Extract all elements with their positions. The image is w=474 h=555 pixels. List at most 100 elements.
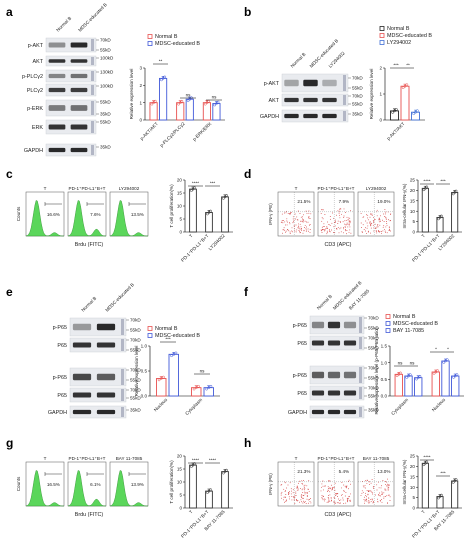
flow-event-dot bbox=[338, 211, 340, 213]
flow-event-dot bbox=[342, 221, 344, 223]
flow-event-dot bbox=[361, 492, 363, 494]
data-point bbox=[391, 111, 394, 114]
flow-event-dot bbox=[326, 233, 328, 235]
flow-event-dot bbox=[304, 224, 306, 226]
flow-event-dot bbox=[381, 232, 383, 234]
sig-label: **** bbox=[423, 455, 430, 460]
flow-event-dot bbox=[388, 227, 390, 229]
flow-event-dot bbox=[281, 491, 283, 493]
blot-ladder bbox=[359, 317, 362, 333]
legend-swatch bbox=[147, 333, 153, 338]
flow-event-dot bbox=[365, 220, 367, 222]
data-point bbox=[160, 78, 163, 82]
data-point bbox=[172, 352, 176, 356]
flow-event-dot bbox=[287, 221, 289, 223]
flow-event-dot bbox=[324, 498, 326, 500]
chart-c: 0 5 10 15 20T cell proliferation(%) TPD-1⁺PD-… bbox=[169, 178, 233, 263]
flow-event-dot bbox=[302, 216, 303, 218]
y-tick-label: 10 bbox=[410, 209, 416, 214]
flow-plot-title: T bbox=[44, 186, 47, 191]
flow-event-dot bbox=[367, 214, 369, 216]
flow-event-dot bbox=[336, 493, 337, 494]
flow-event-dot bbox=[363, 486, 365, 488]
bar bbox=[451, 192, 459, 233]
flow-event-dot bbox=[334, 501, 336, 503]
flow-event-dot bbox=[308, 490, 310, 492]
flow-event-dot bbox=[334, 486, 336, 488]
flow-event-dot bbox=[284, 491, 286, 492]
flow-event-dot bbox=[285, 224, 286, 226]
flow-event-dot bbox=[390, 213, 391, 215]
blot-band bbox=[303, 113, 318, 119]
blot-row-label: p-P65 bbox=[53, 325, 67, 331]
flow-event-dot bbox=[306, 221, 308, 223]
legend-swatch bbox=[385, 321, 391, 326]
flow-event-dot bbox=[321, 229, 323, 231]
flow-event-dot bbox=[333, 217, 334, 219]
flow-event-dot bbox=[368, 502, 370, 504]
flow-event-dot bbox=[347, 500, 348, 502]
flow-event-dot bbox=[306, 498, 308, 500]
legend-swatch bbox=[379, 33, 385, 38]
data-point bbox=[440, 214, 443, 218]
bar bbox=[156, 378, 167, 397]
flow-event-dot bbox=[299, 230, 301, 232]
flow-event-dot bbox=[304, 491, 306, 493]
blot-ladder bbox=[359, 387, 362, 399]
blot-row-label: GAPDH bbox=[288, 410, 307, 416]
data-point bbox=[418, 374, 422, 378]
blot-marker-label: 55kD bbox=[368, 326, 379, 331]
flow-event-dot bbox=[368, 490, 370, 492]
flow-event-dot bbox=[293, 225, 295, 227]
flow-event-dot bbox=[303, 230, 305, 232]
data-point bbox=[178, 101, 182, 105]
flow-event-dot bbox=[360, 222, 362, 224]
blot-ladder bbox=[343, 95, 346, 105]
flow-event-dot bbox=[323, 498, 325, 500]
flow-event-dot bbox=[302, 232, 304, 234]
blot-marker-label: 130kD bbox=[100, 70, 114, 75]
flow-event-dot bbox=[343, 228, 345, 230]
data-point bbox=[177, 102, 180, 106]
flow-event-dot bbox=[375, 231, 377, 232]
y-tick-label: 1.0 bbox=[141, 344, 148, 349]
flow-event-dot bbox=[342, 499, 344, 501]
data-point bbox=[215, 102, 218, 105]
flow-event-dot bbox=[367, 225, 369, 227]
flow-event-dot bbox=[344, 485, 346, 487]
flow-event-dot bbox=[349, 220, 351, 222]
flow-event-dot bbox=[289, 212, 291, 214]
sig-label: **** bbox=[209, 458, 216, 463]
data-point bbox=[437, 217, 440, 221]
flow-event-dot bbox=[387, 502, 388, 504]
flow-event-dot bbox=[372, 216, 374, 218]
flow-event-dot bbox=[384, 209, 386, 211]
flow-event-dot bbox=[345, 212, 346, 214]
flow-event-dot bbox=[291, 227, 293, 229]
blot-marker-label: 55kD bbox=[368, 394, 379, 399]
flow-event-dot bbox=[385, 489, 387, 491]
flow-event-dot bbox=[338, 209, 340, 211]
blot-marker-label: 70kD bbox=[130, 368, 141, 373]
flow-event-dot bbox=[338, 500, 340, 501]
flow-event-dot bbox=[372, 499, 374, 501]
blot-band bbox=[72, 323, 92, 331]
flow-event-dot bbox=[327, 501, 329, 503]
flow-event-dot bbox=[286, 220, 288, 222]
flow-event-dot bbox=[361, 230, 363, 232]
flow-percent: 16.5% bbox=[47, 482, 60, 487]
flow-event-dot bbox=[321, 483, 323, 485]
legend-label: MDSC-educated B bbox=[393, 321, 438, 327]
flow-event-dot bbox=[379, 219, 381, 221]
flow-event-dot bbox=[337, 223, 339, 224]
flow-event-dot bbox=[281, 497, 283, 499]
flow-event-dot bbox=[376, 226, 378, 228]
flow-event-dot bbox=[321, 495, 323, 497]
flow-plot-title: PD-1⁺PD-L1⁺B+T bbox=[318, 186, 355, 191]
flow-event-dot bbox=[285, 489, 287, 491]
flow-event-dot bbox=[288, 496, 290, 498]
flow-event-dot bbox=[297, 210, 299, 212]
flow-event-dot bbox=[384, 216, 386, 217]
data-point bbox=[451, 481, 455, 484]
flow-event-dot bbox=[328, 487, 330, 489]
